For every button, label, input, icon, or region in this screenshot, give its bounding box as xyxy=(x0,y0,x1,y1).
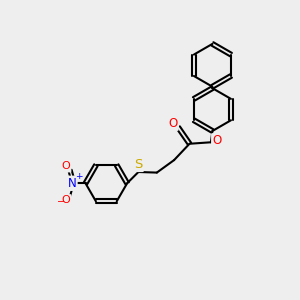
Text: O: O xyxy=(61,195,70,205)
Text: N: N xyxy=(68,177,76,190)
Text: S: S xyxy=(134,158,142,171)
Text: +: + xyxy=(75,172,82,181)
Text: O: O xyxy=(61,161,70,171)
Text: −: − xyxy=(57,197,65,207)
Text: O: O xyxy=(212,134,221,147)
Text: O: O xyxy=(168,117,178,130)
